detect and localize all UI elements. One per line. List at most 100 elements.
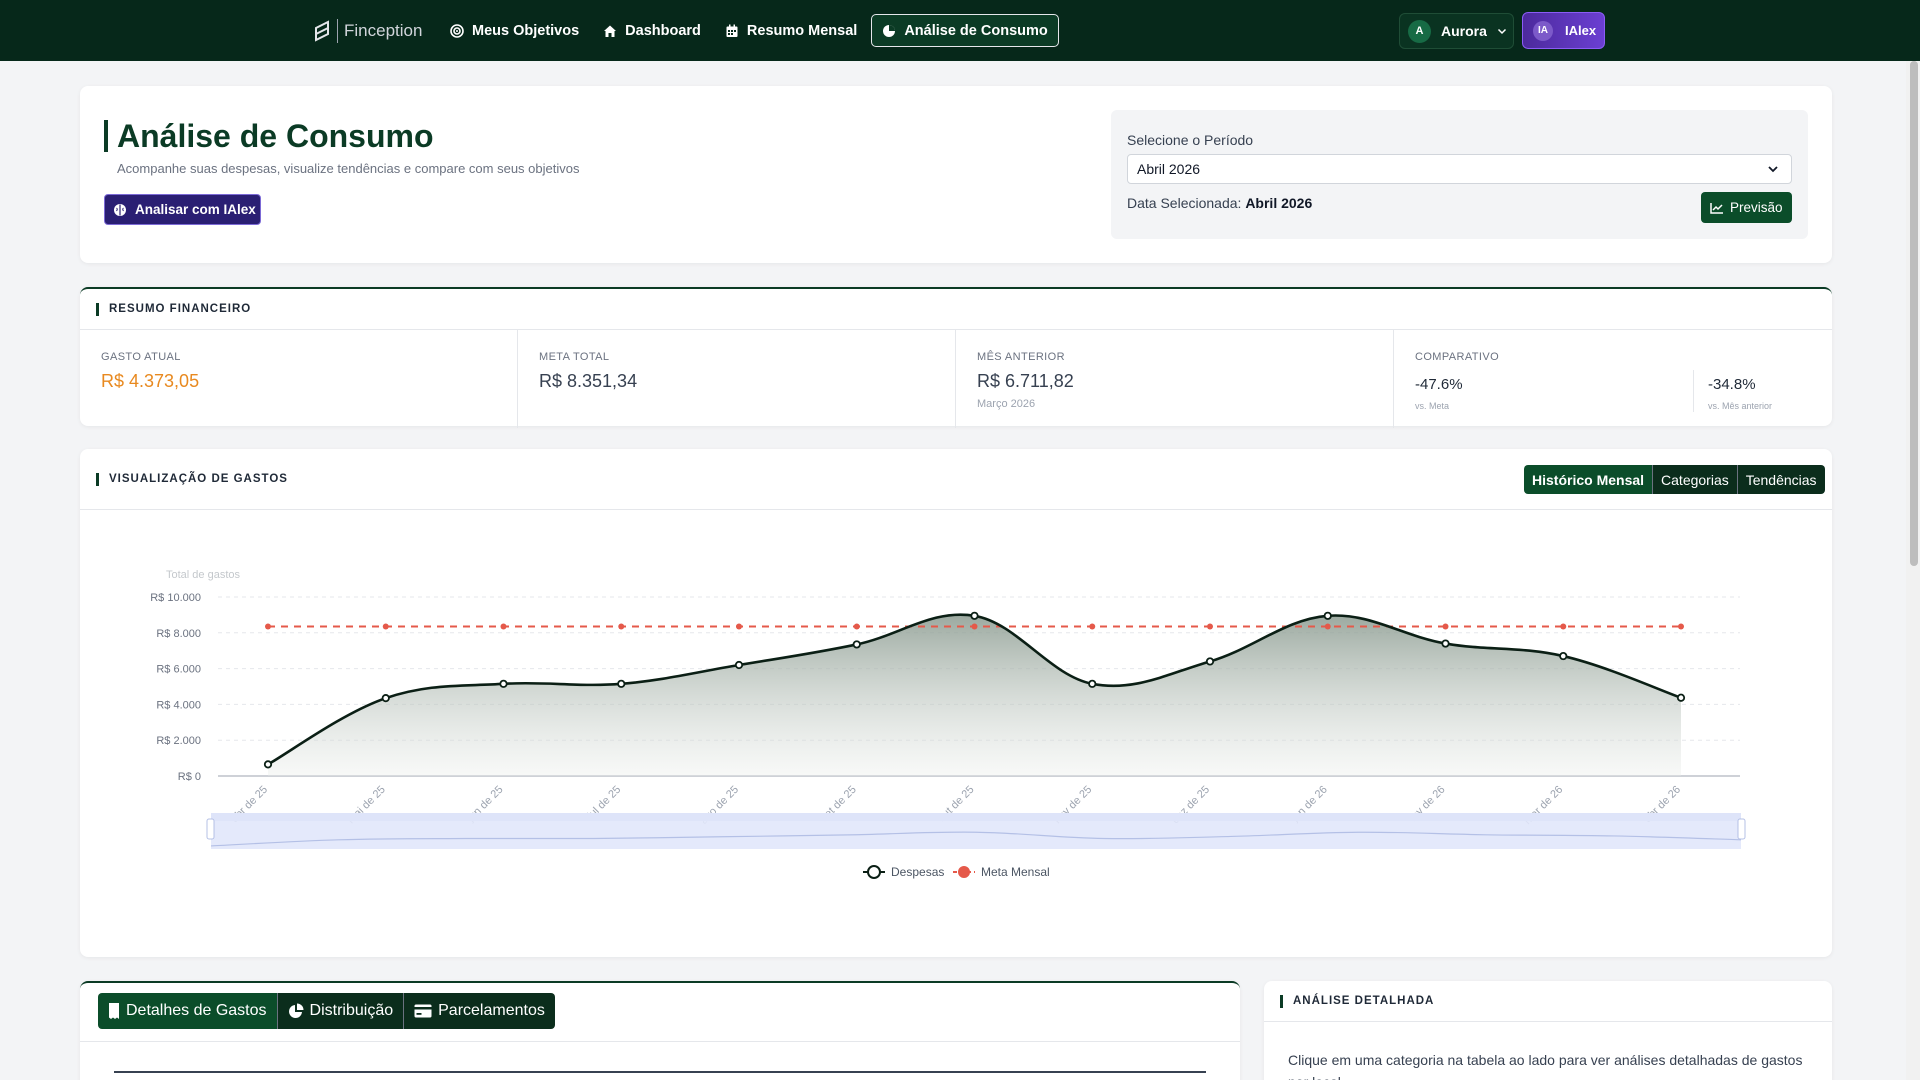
tab-categorias[interactable]: Categorias: [1653, 465, 1738, 494]
expense-point[interactable]: [1559, 651, 1568, 661]
goal-point[interactable]: [1207, 623, 1213, 630]
page-scrollbar-thumb[interactable]: [1910, 61, 1918, 566]
stat-label: COMPARATIVO: [1415, 351, 1500, 363]
data-zoom-preview: [210, 831, 1742, 847]
tab-label: Parcelamentos: [438, 1002, 545, 1019]
section-title: ANÁLISE DETALHADA: [1280, 995, 1434, 1008]
divider: [80, 329, 1832, 330]
forecast-button[interactable]: Previsão: [1701, 192, 1792, 223]
goal-point[interactable]: [1324, 623, 1331, 630]
calendar-icon: [726, 24, 738, 37]
tab-tendencias[interactable]: Tendências: [1737, 465, 1825, 494]
zoom-handle-left[interactable]: [206, 818, 215, 840]
expense-point[interactable]: [1441, 639, 1450, 648]
expense-point[interactable]: [852, 640, 861, 649]
y-tick-label: R$ 4.000: [156, 699, 201, 711]
expense-point[interactable]: [1088, 679, 1097, 688]
page-title-wrap: Análise de Consumo: [104, 120, 434, 152]
goal-point[interactable]: [265, 623, 271, 630]
y-tick-label: R$ 10.000: [150, 592, 201, 604]
selected-date-value: Abril 2026: [1245, 195, 1313, 211]
y-tick-label: R$ 2.000: [156, 735, 201, 747]
expense-point[interactable]: [1205, 657, 1215, 666]
selected-date: Data Selecionada: Abril 2026: [1127, 195, 1312, 211]
goal-point[interactable]: [971, 623, 978, 630]
ialex-label: IAlex: [1565, 23, 1597, 38]
goal-point[interactable]: [736, 623, 742, 630]
analyze-button-label: Analisar com IAlex: [135, 202, 256, 217]
nav-link-label: Análise de Consumo: [904, 22, 1048, 39]
compare-vs-previous: -34.8% vs. Mês anterior: [1708, 376, 1772, 411]
tab-label: Distribuição: [309, 1002, 394, 1019]
forecast-button-label: Previsão: [1730, 200, 1783, 215]
compare-value: -34.8%: [1708, 376, 1756, 393]
nav-link-resumo[interactable]: Resumo Mensal: [715, 14, 867, 47]
tab-distribuicao[interactable]: Distribuição: [277, 993, 405, 1029]
stat-label: MÊS ANTERIOR: [977, 351, 1065, 363]
goal-point[interactable]: [1089, 623, 1096, 630]
expense-point[interactable]: [734, 660, 744, 670]
nav-link-analise[interactable]: Análise de Consumo: [871, 14, 1059, 47]
legend-label[interactable]: Despesas: [891, 865, 944, 879]
goal-point[interactable]: [853, 623, 860, 630]
tab-detalhes-gastos[interactable]: Detalhes de Gastos: [98, 993, 278, 1029]
top-navbar: Finception Meus Objetivos Dashboard Resu…: [0, 0, 1920, 61]
legend-label[interactable]: Meta Mensal: [981, 865, 1050, 879]
section-title: VISUALIZAÇÃO DE GASTOS: [96, 473, 288, 486]
tab-parcelamentos[interactable]: Parcelamentos: [404, 993, 555, 1029]
financial-summary-card: RESUMO FINANCEIRO GASTO ATUAL R$ 4.373,0…: [80, 287, 1832, 428]
period-select[interactable]: Abril 2026: [1127, 154, 1792, 184]
pie-chart-icon: [883, 24, 896, 37]
compare-divider: [1693, 370, 1694, 412]
expenses-area: [268, 614, 1681, 776]
expense-point[interactable]: [499, 679, 508, 688]
compare-value: -47.6%: [1415, 376, 1463, 393]
target-icon: [450, 23, 464, 38]
divider: [1264, 1021, 1832, 1022]
nav-link-label: Dashboard: [625, 22, 701, 39]
brand-logo-icon: [315, 20, 329, 42]
page-header-card: Análise de Consumo Acompanhe suas despes…: [80, 86, 1832, 263]
data-zoom-slider[interactable]: [206, 813, 1746, 849]
y-tick-label: R$ 6.000: [156, 664, 201, 676]
expense-point[interactable]: [1676, 693, 1686, 702]
ialex-assistant-button[interactable]: IA IAlex: [1522, 12, 1605, 49]
goal-point[interactable]: [1678, 623, 1684, 630]
compare-label: vs. Mês anterior: [1708, 401, 1773, 411]
y-tick-label: R$ 0: [178, 771, 201, 783]
expense-point[interactable]: [617, 679, 626, 688]
tab-historico-mensal[interactable]: Histórico Mensal: [1524, 465, 1654, 494]
goal-point[interactable]: [382, 623, 389, 630]
stat-current-spend: GASTO ATUAL R$ 4.373,05: [80, 330, 518, 428]
trend-chart-icon: [1710, 202, 1723, 214]
expense-point[interactable]: [970, 611, 979, 620]
expense-point[interactable]: [263, 760, 273, 769]
nav-link-objetivos[interactable]: Meus Objetivos: [440, 14, 589, 47]
avatar: A: [1408, 19, 1431, 43]
brand[interactable]: Finception: [313, 18, 422, 44]
analysis-hint-text: Clique em uma categoria na tabela ao lad…: [1288, 1052, 1803, 1080]
nav-link-dashboard[interactable]: Dashboard: [593, 14, 711, 47]
stat-label: GASTO ATUAL: [101, 351, 181, 363]
stat-previous-month: MÊS ANTERIOR R$ 6.711,82 Março 2026: [956, 330, 1394, 428]
brand-name: Finception: [344, 21, 423, 40]
goal-point[interactable]: [500, 623, 507, 630]
stat-comparison: COMPARATIVO -47.6% vs. Meta -34.8% vs. M…: [1394, 330, 1832, 428]
divider: [80, 1041, 1240, 1042]
goal-point[interactable]: [1442, 623, 1449, 630]
period-label: Selecione o Período: [1127, 132, 1254, 148]
period-select-value: Abril 2026: [1137, 161, 1201, 177]
legend-marker: [867, 865, 881, 879]
goal-point[interactable]: [1560, 623, 1567, 630]
goal-point[interactable]: [618, 623, 625, 630]
section-title: RESUMO FINANCEIRO: [96, 303, 251, 316]
tab-label: Detalhes de Gastos: [126, 1002, 267, 1019]
expense-point[interactable]: [381, 694, 390, 703]
home-icon: [604, 25, 617, 37]
user-menu-button[interactable]: A Aurora: [1399, 13, 1514, 49]
user-name: Aurora: [1441, 23, 1487, 39]
analyze-with-ialex-button[interactable]: Analisar com IAlex: [104, 194, 261, 225]
zoom-handle-right[interactable]: [1737, 818, 1746, 840]
expense-point[interactable]: [1323, 611, 1332, 620]
chevron-down-icon: [1768, 166, 1778, 173]
